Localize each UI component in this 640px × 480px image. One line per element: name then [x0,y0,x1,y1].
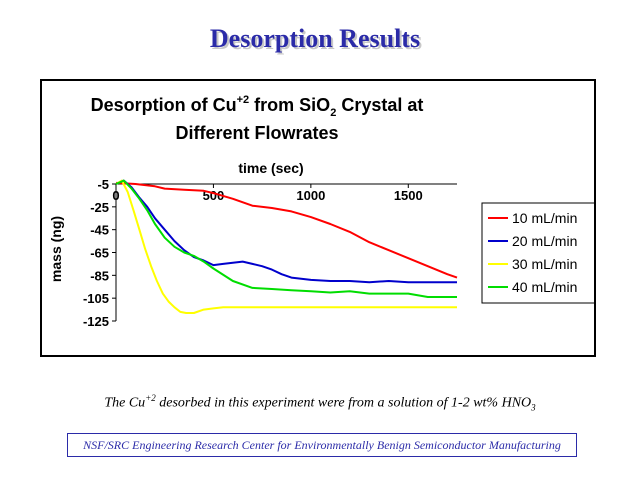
y-tick-label: -125 [83,314,109,329]
y-tick-label: -25 [90,200,109,215]
series-line [115,179,457,298]
caption-sub: 3 [531,402,536,413]
caption-mid: desorbed in this experiment were from a … [155,395,532,411]
chart-frame: Desorption of Cu+2 from SiO2 Crystal at … [40,79,596,357]
y-tick-label: -65 [90,246,109,261]
footer-banner: NSF/SRC Engineering Research Center for … [67,433,577,457]
x-tick-label: 1000 [296,188,325,203]
y-tick-label: -85 [90,268,109,283]
series-line [115,179,457,284]
legend-label: 40 mL/min [512,279,577,295]
legend: 10 mL/min 20 mL/min 30 mL/min 40 mL/min [481,202,594,304]
chart-title-line-2: Different Flowrates [175,123,338,143]
desorption-chart: Desorption of Cu+2 from SiO2 Crystal at … [48,94,594,329]
chart-title-mid: from SiO [249,95,330,115]
chart-title-pre: Desorption of Cu [91,95,237,115]
legend-label: 10 mL/min [512,210,577,226]
caption: The Cu+2 desorbed in this experiment wer… [0,393,640,412]
caption-pre: The Cu [104,395,146,411]
chart-title-sub: 2 [330,107,336,119]
chart-title-line-1: Desorption of Cu+2 from SiO2 Crystal at [91,94,424,119]
series-line [115,179,457,314]
y-tick-label: -105 [83,291,109,306]
chart-title-post: Crystal at [336,95,423,115]
x-tick-label: 1500 [394,188,423,203]
x-tick-label: 0 [112,188,119,203]
y-tick-label: -45 [90,223,109,238]
caption-sup: +2 [145,393,156,403]
legend-label: 20 mL/min [512,233,577,249]
x-axis-label: time (sec) [238,160,303,176]
slide-title: Desorption Results [209,24,421,53]
series-line [115,181,458,279]
y-tick-label: -5 [97,177,109,192]
y-axis-label: mass (ng) [48,216,64,282]
legend-label: 30 mL/min [512,256,577,272]
chart-title-sup: +2 [237,94,250,106]
